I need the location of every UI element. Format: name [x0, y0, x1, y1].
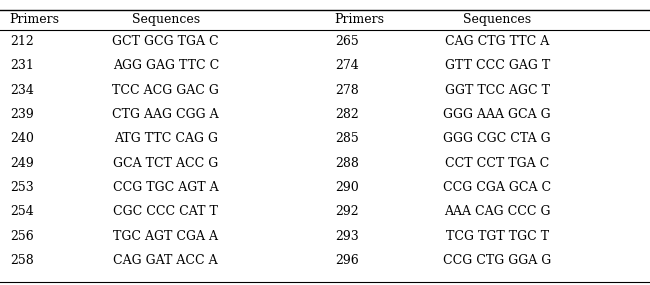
Text: TCC ACG GAC G: TCC ACG GAC G	[112, 84, 219, 97]
Text: Primers: Primers	[10, 13, 60, 26]
Text: GTT CCC GAG T: GTT CCC GAG T	[445, 59, 550, 72]
Text: GGT TCC AGC T: GGT TCC AGC T	[445, 84, 550, 97]
Text: 254: 254	[10, 205, 34, 218]
Text: 285: 285	[335, 132, 359, 145]
Text: 256: 256	[10, 230, 34, 243]
Text: 212: 212	[10, 35, 34, 48]
Text: CAG GAT ACC A: CAG GAT ACC A	[114, 254, 218, 267]
Text: CCG CGA GCA C: CCG CGA GCA C	[443, 181, 551, 194]
Text: 258: 258	[10, 254, 34, 267]
Text: 240: 240	[10, 132, 34, 145]
Text: TGC AGT CGA A: TGC AGT CGA A	[113, 230, 218, 243]
Text: TCG TGT TGC T: TCG TGT TGC T	[446, 230, 549, 243]
Text: AGG GAG TTC C: AGG GAG TTC C	[112, 59, 219, 72]
Text: 290: 290	[335, 181, 359, 194]
Text: CCT CCT TGA C: CCT CCT TGA C	[445, 157, 549, 170]
Text: 274: 274	[335, 59, 359, 72]
Text: Sequences: Sequences	[463, 13, 531, 26]
Text: 265: 265	[335, 35, 359, 48]
Text: CAG CTG TTC A: CAG CTG TTC A	[445, 35, 549, 48]
Text: GGG AAA GCA G: GGG AAA GCA G	[443, 108, 551, 121]
Text: 234: 234	[10, 84, 34, 97]
Text: AAA CAG CCC G: AAA CAG CCC G	[444, 205, 551, 218]
Text: 278: 278	[335, 84, 359, 97]
Text: 288: 288	[335, 157, 359, 170]
Text: GCA TCT ACC G: GCA TCT ACC G	[113, 157, 218, 170]
Text: GGG CGC CTA G: GGG CGC CTA G	[443, 132, 551, 145]
Text: 296: 296	[335, 254, 359, 267]
Text: 292: 292	[335, 205, 358, 218]
Text: 253: 253	[10, 181, 34, 194]
Text: GCT GCG TGA C: GCT GCG TGA C	[112, 35, 219, 48]
Text: CCG TGC AGT A: CCG TGC AGT A	[113, 181, 218, 194]
Text: 231: 231	[10, 59, 34, 72]
Text: 282: 282	[335, 108, 359, 121]
Text: 239: 239	[10, 108, 34, 121]
Text: CGC CCC CAT T: CGC CCC CAT T	[113, 205, 218, 218]
Text: CTG AAG CGG A: CTG AAG CGG A	[112, 108, 219, 121]
Text: ATG TTC CAG G: ATG TTC CAG G	[114, 132, 218, 145]
Text: Sequences: Sequences	[132, 13, 200, 26]
Text: CCG CTG GGA G: CCG CTG GGA G	[443, 254, 551, 267]
Text: 249: 249	[10, 157, 34, 170]
Text: Primers: Primers	[335, 13, 385, 26]
Text: 293: 293	[335, 230, 359, 243]
